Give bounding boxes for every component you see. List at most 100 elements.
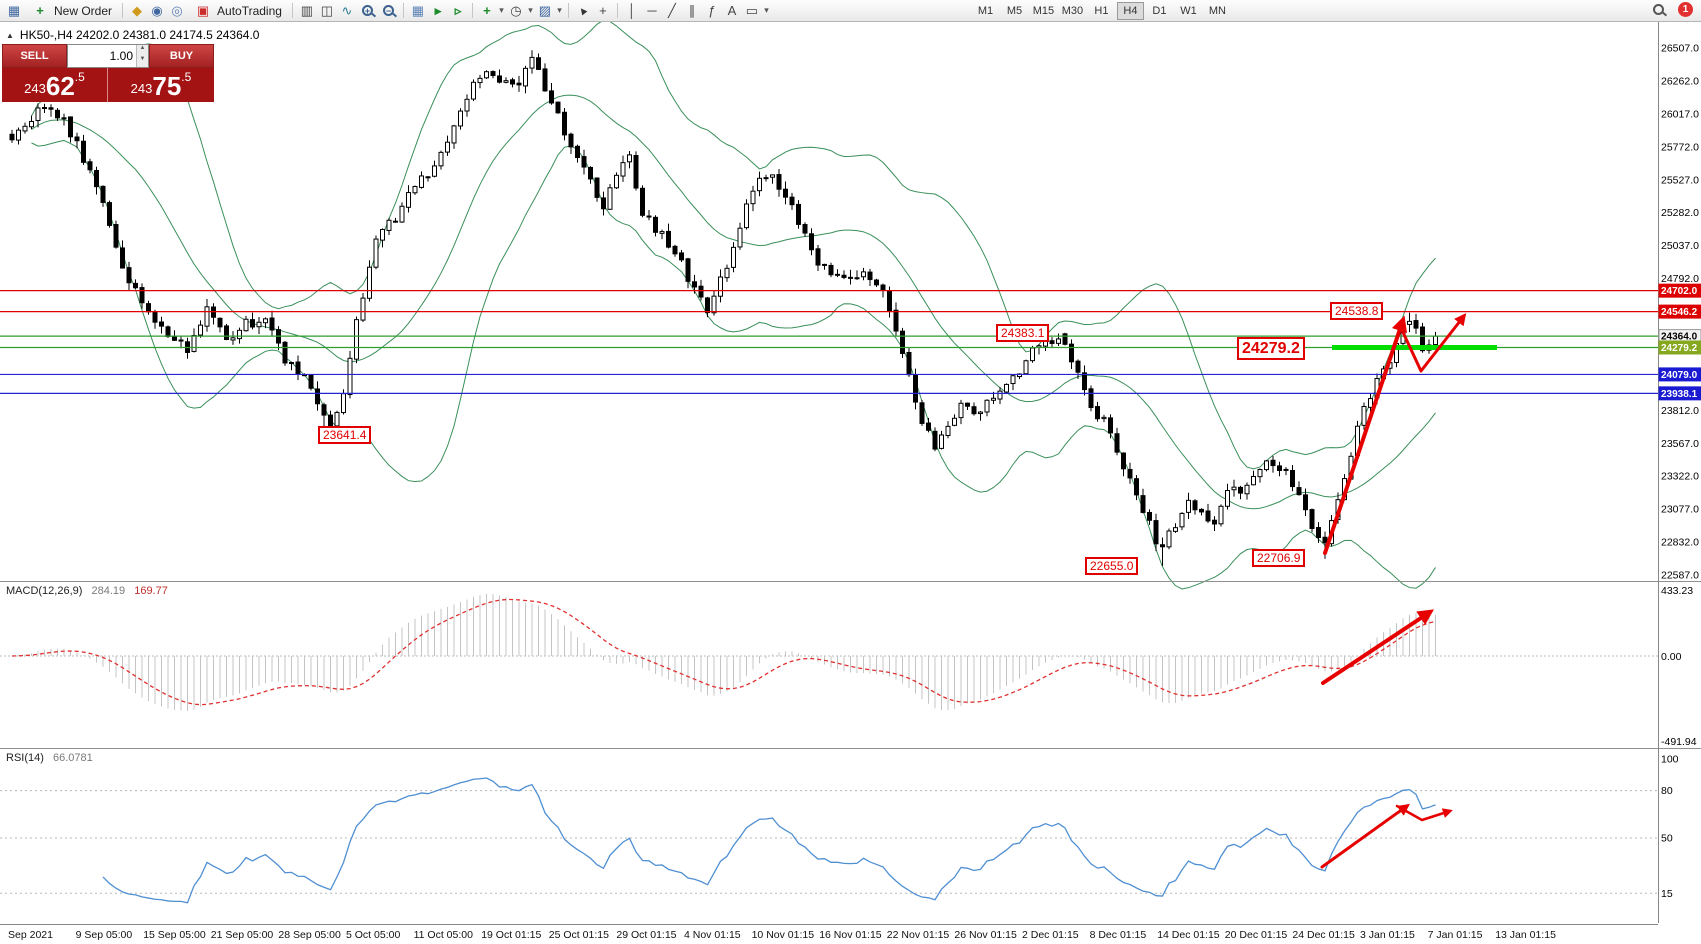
toolbar-separator — [471, 3, 473, 18]
svg-text:22587.0: 22587.0 — [1661, 570, 1699, 582]
periods-icon[interactable]: ◷ — [510, 2, 522, 18]
autotrading-label: AutoTrading — [217, 3, 282, 18]
volume-down-icon[interactable]: ▼ — [137, 56, 148, 67]
volume-up-icon[interactable]: ▲ — [137, 45, 148, 56]
volume-input[interactable] — [68, 45, 137, 67]
time-axis-label: 14 Dec 01:15 — [1157, 929, 1220, 941]
timeframe-m15-button[interactable]: M15 — [1030, 2, 1057, 20]
trade-panel-toggle-icon[interactable]: ▲ — [6, 30, 14, 40]
channel-tool-icon[interactable]: ∥ — [688, 2, 696, 18]
svg-text:26262.0: 26262.0 — [1661, 75, 1699, 87]
shapes-dropdown-icon[interactable]: ▾ — [764, 5, 769, 15]
timeframe-m5-button[interactable]: M5 — [1001, 2, 1028, 20]
zoom-out-icon[interactable]: − — [382, 5, 394, 16]
svg-text:100: 100 — [1661, 754, 1679, 766]
compass-icon[interactable]: ◆ — [132, 2, 143, 18]
svg-text:23938.1: 23938.1 — [1661, 389, 1698, 400]
line-chart-icon[interactable]: ∿ — [341, 2, 353, 18]
indicators-icon[interactable]: + — [483, 3, 491, 18]
candles — [9, 50, 1438, 566]
tile-windows-icon[interactable]: ▦ — [411, 2, 425, 18]
time-axis-label: 2 Dec 01:15 — [1022, 929, 1079, 941]
notification-badge[interactable]: 1 — [1678, 2, 1693, 17]
time-axis-label: 29 Oct 01:15 — [616, 929, 677, 941]
svg-text:23812.0: 23812.0 — [1661, 405, 1699, 417]
sell-button[interactable]: SELL — [2, 44, 67, 68]
templates-icon[interactable]: ▨ — [538, 2, 552, 18]
price-annotation-label[interactable]: 22706.9 — [1252, 549, 1306, 567]
timeframe-w1-button[interactable]: W1 — [1175, 2, 1202, 20]
candlestick-chart-icon[interactable]: ◫ — [320, 2, 334, 18]
support-zone-line[interactable] — [1332, 345, 1497, 351]
timeframe-m30-button[interactable]: M30 — [1059, 2, 1086, 20]
buy-price[interactable]: 243 75 .5 — [108, 68, 214, 102]
svg-text:24079.0: 24079.0 — [1661, 370, 1698, 381]
svg-text:26507.0: 26507.0 — [1661, 43, 1699, 55]
bar-chart-icon[interactable]: ▥ — [300, 2, 314, 18]
navigator-icon[interactable]: ◎ — [171, 2, 183, 18]
time-axis-label: 15 Sep 05:00 — [143, 929, 206, 941]
sell-price-small: 243 — [24, 81, 46, 96]
market-watch-icon[interactable]: ◉ — [151, 2, 163, 18]
time-axis[interactable]: Sep 2021 9 Sep 05:00 15 Sep 05:00 21 Sep 05… — [0, 924, 1658, 944]
toolbar-separator — [567, 3, 569, 18]
periods-dropdown-icon[interactable]: ▾ — [528, 5, 533, 15]
price-annotation-label[interactable]: 24279.2 — [1237, 337, 1305, 360]
trendline-tool-icon[interactable]: ╱ — [668, 2, 676, 18]
volume-spinner: ▲ ▼ — [136, 45, 148, 67]
templates-dropdown-icon[interactable]: ▾ — [557, 5, 562, 15]
timeframe-mn-button[interactable]: MN — [1204, 2, 1231, 20]
indicators-dropdown-icon[interactable]: ▾ — [499, 5, 504, 15]
auto-scroll-icon[interactable]: ▸ — [434, 2, 442, 18]
new-order-button[interactable]: + New Order — [24, 1, 118, 21]
price-annotation-label[interactable]: 24538.8 — [1330, 302, 1384, 320]
autotrading-button[interactable]: ▣ AutoTrading — [187, 1, 288, 21]
macd-indicator-label: MACD(12,26,9) 284.19 169.77 — [6, 585, 168, 597]
svg-text:25772.0: 25772.0 — [1661, 141, 1699, 153]
timeframe-h4-button[interactable]: H4 — [1116, 1, 1144, 20]
time-axis-label: 16 Nov 01:15 — [819, 929, 882, 941]
vertical-line-tool-icon[interactable]: │ — [627, 3, 637, 18]
svg-text:25527.0: 25527.0 — [1661, 174, 1699, 186]
price-annotation-label[interactable]: 23641.4 — [318, 426, 372, 444]
horizontal-line-tool-icon[interactable]: ─ — [647, 3, 657, 18]
sell-price-big: 62 — [45, 71, 75, 101]
price-annotation-label[interactable]: 24383.1 — [996, 324, 1050, 342]
time-axis-label: 20 Dec 01:15 — [1224, 929, 1288, 941]
svg-text:50: 50 — [1661, 833, 1673, 845]
svg-text:-491.94: -491.94 — [1661, 736, 1697, 748]
time-axis-label: 24 Dec 01:15 — [1292, 929, 1355, 941]
chart-shift-icon[interactable]: ▹ — [454, 2, 462, 18]
toolbar-separator — [122, 3, 124, 18]
timeframe-m1-button[interactable]: M1 — [972, 2, 999, 20]
search-icon[interactable] — [1653, 4, 1664, 15]
toolbar-separator — [616, 3, 618, 18]
timeframe-h1-button[interactable]: H1 — [1088, 2, 1115, 20]
volume-box: ▲ ▼ — [67, 44, 149, 68]
chart-header: ▲ HK50-,H4 24202.0 24381.0 24174.5 24364… — [6, 28, 259, 42]
time-axis-label: 22 Nov 01:15 — [886, 929, 950, 941]
price-annotation-label[interactable]: 22655.0 — [1085, 557, 1139, 575]
time-axis-label: 10 Nov 01:15 — [751, 929, 815, 941]
sell-price[interactable]: 243 62 .5 — [2, 68, 108, 102]
symbol-ohlc-text: HK50-,H4 24202.0 24381.0 24174.5 24364.0 — [19, 28, 260, 42]
new-chart-icon[interactable]: ▦ — [7, 2, 21, 18]
buy-price-sup: .5 — [181, 70, 192, 84]
time-axis-label: 9 Sep 05:00 — [75, 929, 133, 941]
svg-text:15: 15 — [1661, 888, 1673, 900]
timeframe-d1-button[interactable]: D1 — [1146, 2, 1173, 20]
fibonacci-tool-icon[interactable]: ƒ — [708, 3, 716, 18]
zoom-in-icon[interactable]: + — [361, 5, 373, 16]
horizontal-lines[interactable] — [0, 290, 1658, 394]
buy-price-small: 243 — [130, 81, 153, 96]
svg-text:23322.0: 23322.0 — [1661, 471, 1699, 483]
rsi-indicator: 100 80 50 15 — [0, 754, 1679, 904]
label-tool-icon[interactable]: ▭ — [745, 2, 759, 18]
trend-arrows[interactable] — [1320, 313, 1467, 869]
crosshair-icon[interactable]: + — [599, 3, 607, 18]
buy-button[interactable]: BUY — [149, 44, 214, 68]
text-tool-icon[interactable]: A — [727, 3, 737, 18]
